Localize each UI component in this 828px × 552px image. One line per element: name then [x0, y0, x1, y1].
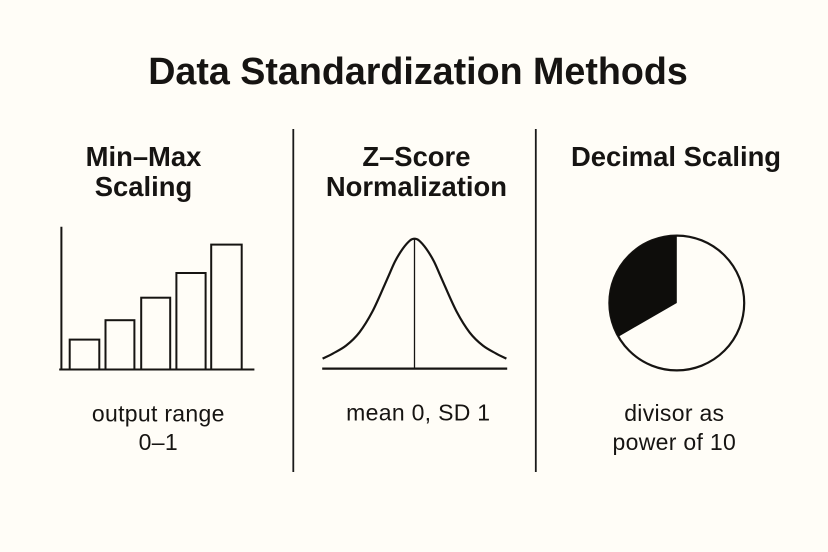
svg-text:0–1: 0–1 — [139, 429, 178, 455]
svg-text:Decimal Scaling: Decimal Scaling — [571, 141, 781, 172]
svg-text:Scaling: Scaling — [95, 171, 192, 202]
svg-text:divisor as: divisor as — [624, 400, 724, 426]
svg-text:power of 10: power of 10 — [613, 429, 737, 455]
svg-text:Z–Score: Z–Score — [362, 141, 470, 172]
svg-text:Data Standardization Methods: Data Standardization Methods — [148, 50, 688, 92]
svg-text:Min–Max: Min–Max — [86, 141, 202, 172]
svg-text:Normalization: Normalization — [326, 171, 507, 202]
svg-text:output range: output range — [92, 400, 225, 426]
svg-text:mean 0, SD 1: mean 0, SD 1 — [346, 400, 490, 426]
